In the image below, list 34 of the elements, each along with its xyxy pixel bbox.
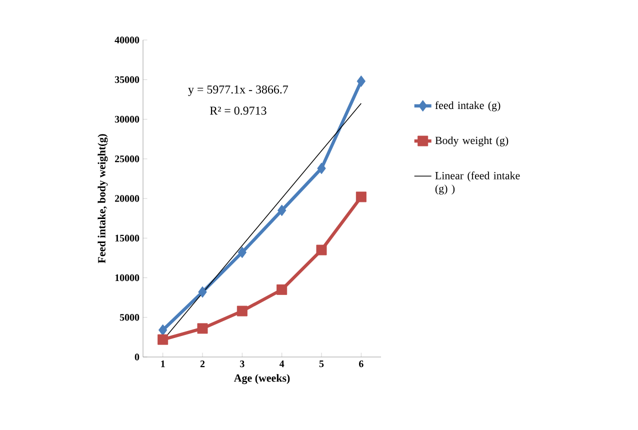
point — [158, 334, 168, 345]
x-axis-title: Age (weeks) — [234, 374, 290, 384]
point — [197, 323, 208, 334]
y-tick-label: 5000 — [120, 314, 140, 321]
point — [317, 162, 326, 174]
point — [198, 286, 207, 298]
legend-label: Linear (feed intake (g) ) — [435, 172, 520, 195]
annotation: R² = 0.9713 — [210, 106, 266, 115]
y-tick-label: 30000 — [114, 116, 140, 123]
point — [236, 306, 248, 316]
x-tick-label: 4 — [279, 360, 284, 368]
y-tick-label: 40000 — [114, 36, 140, 44]
y-tick-label: 20000 — [115, 195, 140, 202]
legend-label: feed intake (g) — [435, 101, 500, 112]
x-tick-label: 6 — [359, 360, 364, 368]
point — [238, 246, 247, 258]
x-tick-label: 3 — [240, 360, 244, 368]
y-tick-label: 25000 — [115, 156, 140, 162]
y-axis-title: Feed intake, body weight(g) — [98, 134, 108, 264]
y-tick-label: 0 — [134, 354, 140, 360]
y-tick-label: 10000 — [115, 274, 140, 282]
legend-label: Body weight (g) — [435, 136, 508, 146]
point — [316, 244, 327, 256]
x-tick-label: 2 — [200, 360, 205, 368]
x-tick-label: 5 — [319, 360, 324, 368]
point — [356, 75, 366, 87]
point — [276, 284, 288, 295]
y-tick-label: 15000 — [115, 234, 140, 242]
y-tick-label: 35000 — [114, 76, 140, 83]
x-tick-label: 1 — [161, 360, 165, 368]
point — [158, 324, 168, 336]
annotation: y = 5977.1x - 3866.7 — [188, 85, 288, 96]
point — [356, 192, 366, 202]
point — [277, 204, 286, 216]
